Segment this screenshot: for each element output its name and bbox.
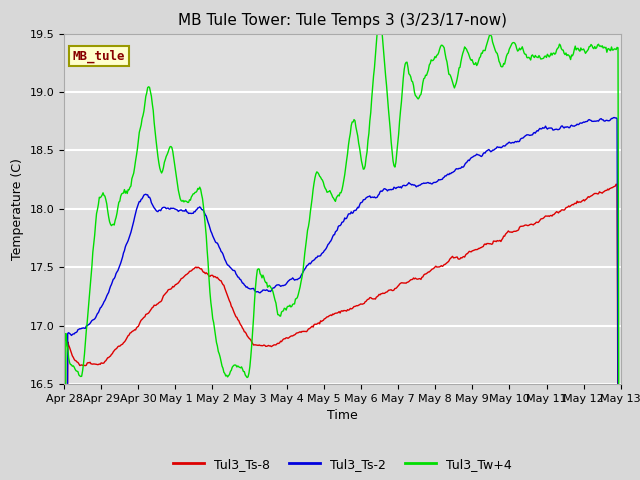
- Tul3_Ts-2: [388, 186, 396, 192]
- Title: MB Tule Tower: Tule Temps 3 (3/23/17-now): MB Tule Tower: Tule Temps 3 (3/23/17-now…: [178, 13, 507, 28]
- Tul3_Ts-8: [204, 271, 211, 276]
- Legend: Tul3_Ts-8, Tul3_Ts-2, Tul3_Tw+4: Tul3_Ts-8, Tul3_Ts-2, Tul3_Tw+4: [168, 453, 517, 476]
- Tul3_Ts-8: [612, 181, 620, 187]
- Tul3_Tw+4: [204, 248, 211, 253]
- Tul3_Ts-2: [611, 115, 618, 120]
- Tul3_Ts-2: [204, 216, 211, 222]
- Tul3_Ts-2: [312, 255, 320, 261]
- Line: Tul3_Ts-8: Tul3_Ts-8: [64, 184, 621, 480]
- Tul3_Ts-8: [479, 244, 487, 250]
- Tul3_Ts-2: [432, 180, 440, 185]
- Tul3_Ts-8: [159, 295, 166, 301]
- Tul3_Tw+4: [159, 168, 166, 174]
- Line: Tul3_Tw+4: Tul3_Tw+4: [64, 12, 621, 480]
- Tul3_Tw+4: [480, 48, 488, 53]
- X-axis label: Time: Time: [327, 409, 358, 422]
- Y-axis label: Temperature (C): Temperature (C): [11, 158, 24, 260]
- Tul3_Ts-2: [159, 205, 166, 211]
- Text: MB_tule: MB_tule: [72, 49, 125, 63]
- Tul3_Ts-8: [388, 288, 396, 293]
- Line: Tul3_Ts-2: Tul3_Ts-2: [64, 118, 621, 480]
- Tul3_Ts-8: [312, 322, 320, 327]
- Tul3_Tw+4: [312, 171, 320, 177]
- Tul3_Tw+4: [389, 158, 397, 164]
- Tul3_Tw+4: [376, 9, 384, 15]
- Tul3_Ts-2: [479, 151, 487, 156]
- Tul3_Ts-8: [432, 263, 440, 269]
- Tul3_Tw+4: [433, 52, 440, 58]
